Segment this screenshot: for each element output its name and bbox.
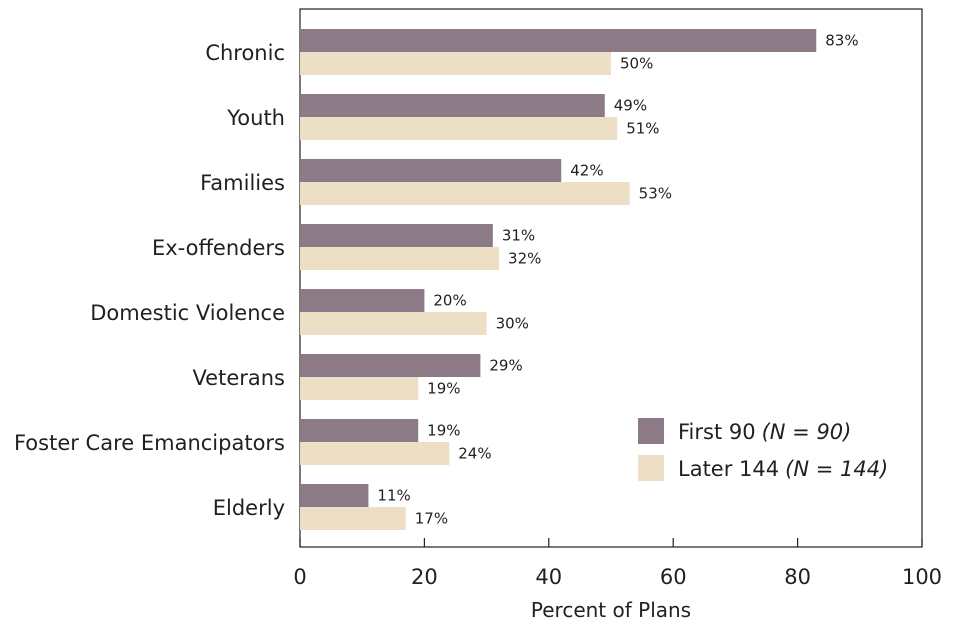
category-label-youth: Youth	[226, 106, 285, 130]
value-label-first-90-foster-care-emancipators: 19%	[427, 422, 460, 440]
value-label-later-144-chronic: 50%	[620, 55, 653, 73]
x-axis: 0 20 40 60 80 100	[293, 538, 942, 589]
bar-later-144-families	[300, 182, 630, 205]
category-label-elderly: Elderly	[213, 496, 285, 520]
bar-first-90-youth	[300, 94, 605, 117]
legend-swatch-later-144	[638, 455, 664, 481]
value-label-first-90-elderly: 11%	[377, 487, 410, 505]
legend-series-name: Later 144	[678, 457, 779, 481]
bar-later-144-veterans	[300, 377, 419, 400]
bar-later-144-elderly	[300, 507, 406, 530]
x-tick-label: 60	[660, 565, 687, 589]
legend-series-name: First 90	[678, 420, 756, 444]
legend-series-n: (N = 144)	[785, 457, 888, 481]
category-label-domestic-violence: Domestic Violence	[90, 301, 285, 325]
legend-series-n: (N = 90)	[762, 420, 852, 444]
legend-swatch-first-90	[638, 418, 664, 444]
plot-frame	[299, 8, 923, 548]
category-label-ex-offenders: Ex-offenders	[152, 236, 285, 260]
x-tick-label: 0	[293, 565, 306, 589]
bar-later-144-ex-offenders	[300, 247, 500, 270]
x-tick-label: 20	[411, 565, 438, 589]
bar-first-90-domestic-violence	[300, 289, 425, 312]
value-label-first-90-veterans: 29%	[489, 357, 522, 375]
bar-first-90-ex-offenders	[300, 224, 493, 247]
bar-later-144-youth	[300, 117, 618, 140]
value-label-later-144-families: 53%	[639, 185, 672, 203]
bar-later-144-chronic	[300, 52, 611, 75]
x-tick-label: 80	[784, 565, 811, 589]
bar-first-90-families	[300, 159, 562, 182]
value-label-later-144-elderly: 17%	[415, 510, 448, 528]
bar-first-90-veterans	[300, 354, 481, 377]
value-label-first-90-domestic-violence: 20%	[433, 292, 466, 310]
x-tick-label: 100	[902, 565, 942, 589]
category-labels: Chronic Youth Families Ex-offenders Domestic…	[14, 41, 285, 520]
value-label-later-144-foster-care-emancipators: 24%	[458, 445, 491, 463]
bar-later-144-foster-care-emancipators	[300, 442, 450, 465]
bar-first-90-chronic	[300, 29, 817, 52]
category-label-chronic: Chronic	[205, 41, 285, 65]
bars-group	[300, 29, 817, 530]
value-label-first-90-ex-offenders: 31%	[502, 227, 535, 245]
x-tick-label: 40	[535, 565, 562, 589]
value-label-first-90-families: 42%	[570, 162, 603, 180]
x-axis-title: Percent of Plans	[531, 598, 691, 622]
legend-label-later-144: Later 144 (N = 144)	[678, 457, 888, 481]
value-label-later-144-youth: 51%	[626, 120, 659, 138]
value-label-first-90-chronic: 83%	[825, 32, 858, 50]
bar-first-90-foster-care-emancipators	[300, 419, 419, 442]
bar-first-90-elderly	[300, 484, 369, 507]
value-labels: 83% 50% 49% 51% 42% 53% 31% 32% 20% 30% 29% 19% 19% 2…	[377, 32, 858, 528]
category-label-families: Families	[200, 171, 285, 195]
category-label-foster-care-emancipators: Foster Care Emancipators	[14, 431, 285, 455]
value-label-later-144-ex-offenders: 32%	[508, 250, 541, 268]
category-label-veterans: Veterans	[192, 366, 285, 390]
value-label-later-144-veterans: 19%	[427, 380, 460, 398]
legend: First 90 (N = 90) Later 144 (N = 144)	[638, 418, 888, 481]
value-label-first-90-youth: 49%	[614, 97, 647, 115]
value-label-later-144-domestic-violence: 30%	[496, 315, 529, 333]
bar-later-144-domestic-violence	[300, 312, 487, 335]
legend-label-first-90: First 90 (N = 90)	[678, 420, 851, 444]
